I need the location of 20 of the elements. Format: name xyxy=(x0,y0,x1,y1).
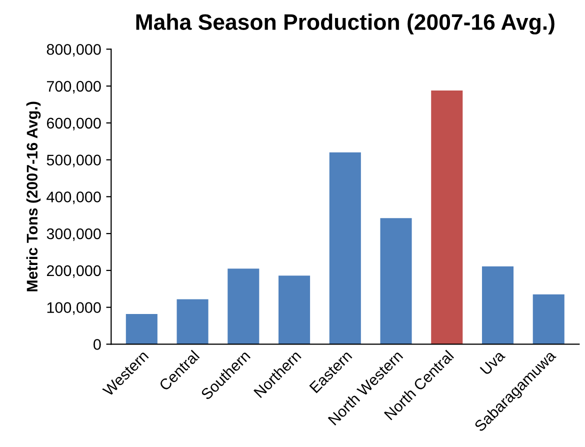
y-tick-label: 200,000 xyxy=(46,265,101,278)
y-tick-label: 0 xyxy=(94,339,101,350)
y-tick-label: 800,000 xyxy=(46,44,101,57)
bar xyxy=(380,218,412,344)
bar xyxy=(278,276,310,344)
bar xyxy=(482,266,514,344)
bar xyxy=(176,299,208,344)
bar xyxy=(431,90,463,344)
y-tick-label: 100,000 xyxy=(47,302,101,315)
y-axis-title: Metric Tons (2007-16 Avg.) xyxy=(26,102,41,292)
chart-title: Maha Season Production (2007-16 Avg.) xyxy=(136,14,554,34)
y-tick-label: 400,000 xyxy=(46,192,101,204)
y-tick-label: 600,000 xyxy=(46,118,101,130)
bar xyxy=(532,294,564,344)
bar xyxy=(228,268,260,344)
bar xyxy=(126,314,158,344)
bar xyxy=(329,152,361,344)
y-tick-label: 700,000 xyxy=(46,80,101,94)
y-tick-label: 500,000 xyxy=(46,154,101,168)
y-tick-label: 300,000 xyxy=(46,228,101,242)
